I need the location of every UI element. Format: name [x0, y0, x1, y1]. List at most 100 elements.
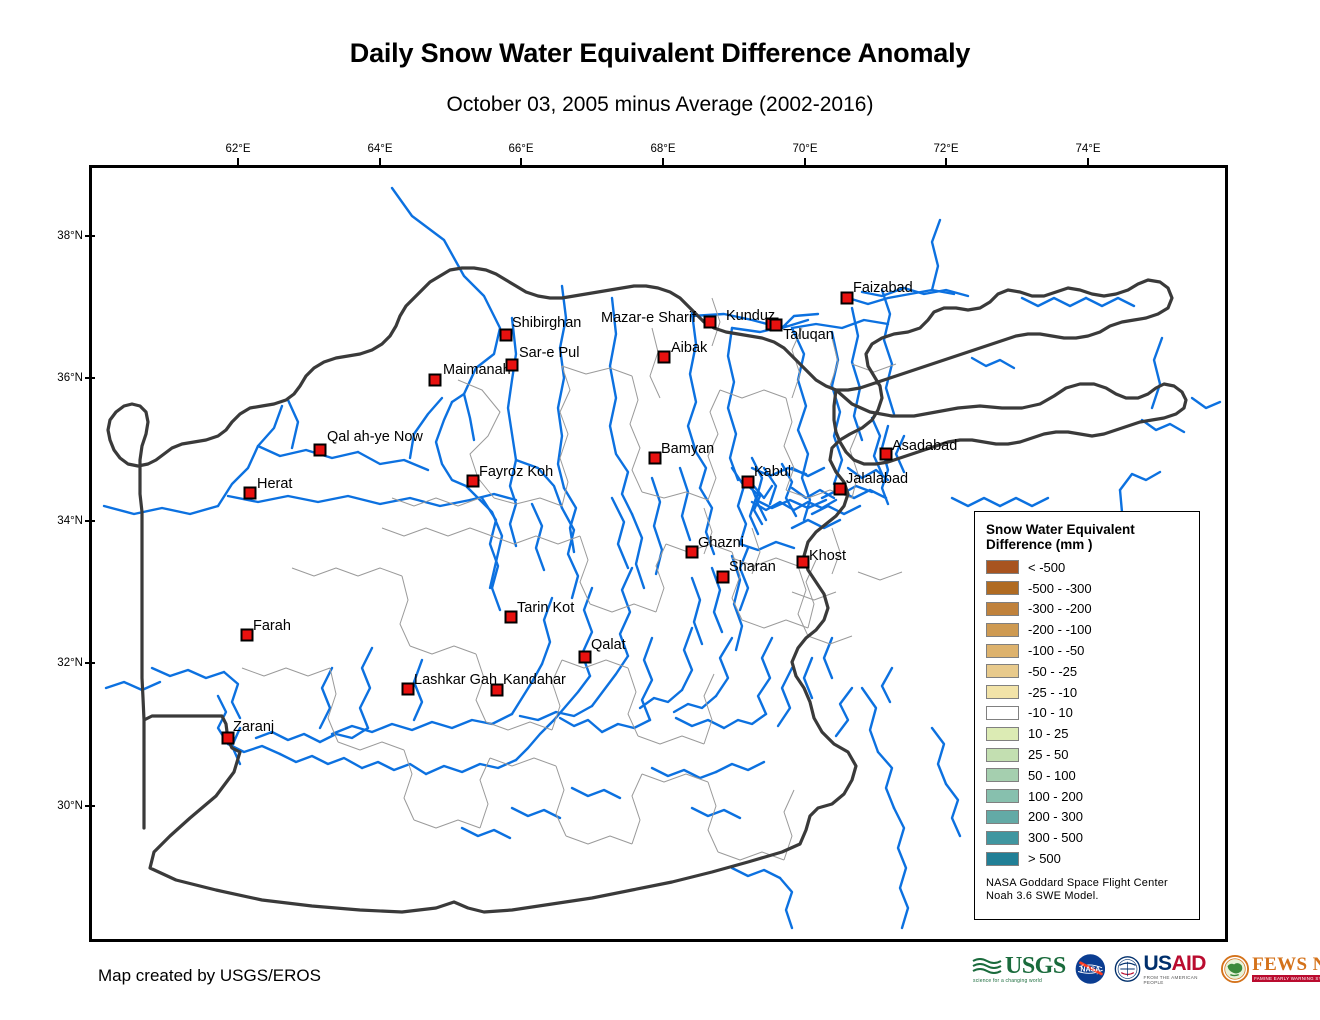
city-marker-group[interactable]: Qal ah-ye Now [313, 429, 424, 457]
legend-note-line2: Noah 3.6 SWE Model. [986, 889, 1099, 902]
city-marker-group[interactable]: Fayroz Koh [466, 464, 554, 488]
legend-row: 300 - 500 [986, 827, 1199, 848]
legend-label: 200 - 300 [1028, 809, 1083, 825]
city-label: Maimanah [443, 362, 511, 378]
latitude-tick-label: 34°N [57, 515, 83, 527]
legend-row: 100 - 200 [986, 786, 1199, 807]
city-marker-group[interactable]: Tarin Kot [504, 600, 575, 624]
city-point-icon [240, 628, 254, 642]
legend-label: -100 - -50 [1028, 643, 1085, 659]
city-marker-group[interactable]: Kandahar [490, 672, 567, 697]
city-label: Qalat [591, 637, 626, 653]
legend-label: 10 - 25 [1028, 726, 1069, 742]
city-point-icon [840, 291, 854, 305]
city-point-icon [796, 555, 810, 569]
usgs-wordmark: USGS [1005, 952, 1066, 979]
legend-swatch [986, 830, 1019, 845]
legend-swatch [986, 560, 1019, 575]
city-marker-group[interactable]: Kabul [741, 464, 792, 489]
city-layer: Maimanah Shibirghan Sar-e Pul Mazar-e Shari… [221, 280, 958, 745]
svg-text:NASA: NASA [1080, 966, 1100, 973]
legend-swatch [986, 705, 1019, 720]
city-point-icon [833, 482, 847, 496]
legend-row: -10 - 10 [986, 703, 1199, 724]
latitude-tick-label: 38°N [57, 230, 83, 242]
usaid-tagline: FROM THE AMERICAN PEOPLE [1143, 974, 1198, 985]
page-title: Daily Snow Water Equivalent Difference A… [349, 38, 971, 68]
city-marker-group[interactable]: Bamyan [648, 441, 715, 465]
city-point-icon [741, 475, 755, 489]
city-point-icon [401, 682, 415, 696]
country-border [106, 266, 1188, 914]
legend-class-list: < -500 -500 - -300 -300 - -200 -200 - -100 -… [986, 557, 1199, 869]
legend-swatch [986, 685, 1019, 700]
legend-swatch [986, 726, 1019, 741]
legend-title-line2: Difference (mm ) [986, 537, 1093, 552]
province-boundaries [241, 297, 903, 861]
legend-label: -50 - -25 [1028, 663, 1078, 679]
city-marker-group[interactable]: Sar-e Pul [505, 345, 580, 372]
fewsnet-logo[interactable]: FEWS NET FAMINE EARLY WARNING SYSTEMS NE… [1221, 952, 1320, 986]
legend-label: 100 - 200 [1028, 788, 1083, 804]
city-marker-group[interactable]: Herat [243, 476, 293, 500]
legend-label: 25 - 50 [1028, 747, 1069, 763]
legend-swatch [986, 809, 1019, 824]
legend-row: -300 - -200 [986, 599, 1199, 620]
city-label: Asadabad [892, 438, 957, 454]
legend-label: 300 - 500 [1028, 830, 1083, 846]
legend-row: -500 - -300 [986, 578, 1199, 599]
city-label: Herat [257, 476, 292, 492]
legend-panel[interactable]: Snow Water Equivalent Difference (mm ) <… [974, 511, 1200, 920]
city-marker-group[interactable]: Zaranj [221, 719, 275, 745]
usaid-logo[interactable]: USAID FROM THE AMERICAN PEOPLE [1114, 952, 1212, 986]
usgs-wave-icon [972, 957, 1002, 974]
city-marker-group[interactable]: Lashkar Gah [401, 672, 498, 696]
city-marker-group[interactable]: Jalalabad [833, 471, 909, 496]
city-label: Zaranj [233, 719, 274, 735]
city-point-icon [504, 610, 518, 624]
city-marker-group[interactable]: Khost [796, 548, 847, 569]
city-marker-group[interactable]: Taluqan [769, 318, 834, 344]
city-marker-group[interactable]: Asadabad [879, 438, 958, 461]
legend-row: < -500 [986, 557, 1199, 578]
city-marker-group[interactable]: Qalat [578, 637, 626, 664]
legend-label: -10 - 10 [1028, 705, 1073, 721]
city-point-icon [490, 683, 504, 697]
city-label: Bamyan [661, 441, 714, 457]
map-credit: Map created by USGS/EROS [98, 966, 321, 985]
city-point-icon [578, 650, 592, 664]
legend-label: -200 - -100 [1028, 622, 1092, 638]
city-marker-group[interactable]: Ghazni [685, 535, 744, 559]
latitude-tick-label: 36°N [57, 372, 83, 384]
city-marker-group[interactable]: Shibirghan [499, 315, 582, 342]
city-marker-group[interactable]: Sharan [716, 559, 776, 584]
legend-label: 50 - 100 [1028, 767, 1076, 783]
longitude-tick-label: 66°E [508, 143, 534, 155]
nasa-logo[interactable]: NASA [1075, 952, 1106, 986]
city-point-icon [221, 731, 235, 745]
usaid-word-us: US [1143, 951, 1172, 975]
city-marker-group[interactable]: Faizabad [840, 280, 913, 305]
city-label: Taluqan [783, 327, 834, 343]
city-marker-group[interactable]: Mazar-e Sharif [601, 310, 717, 329]
legend-swatch [986, 643, 1019, 658]
city-point-icon [716, 570, 730, 584]
city-point-icon [243, 486, 257, 500]
city-marker-group[interactable]: Aibak [657, 340, 709, 364]
fewsnet-globe-icon [1221, 955, 1250, 983]
longitude-tick-label: 72°E [933, 143, 959, 155]
map-graphics: Maimanah Shibirghan Sar-e Pul Mazar-e Shari… [102, 186, 1222, 930]
legend-row: > 500 [986, 848, 1199, 869]
city-point-icon [466, 474, 480, 488]
legend-row: 10 - 25 [986, 723, 1199, 744]
city-marker-group[interactable]: Maimanah [428, 362, 511, 387]
legend-swatch [986, 851, 1019, 866]
usgs-tagline: science for a changing world [973, 977, 1042, 984]
city-marker-group[interactable]: Farah [240, 618, 291, 642]
usaid-wordmark: USAID [1143, 951, 1212, 975]
legend-label: -25 - -10 [1028, 684, 1078, 700]
legend-title: Snow Water Equivalent Difference (mm ) [986, 522, 1186, 552]
legend-swatch [986, 601, 1019, 616]
usgs-logo[interactable]: USGS science for a changing world [972, 952, 1066, 986]
